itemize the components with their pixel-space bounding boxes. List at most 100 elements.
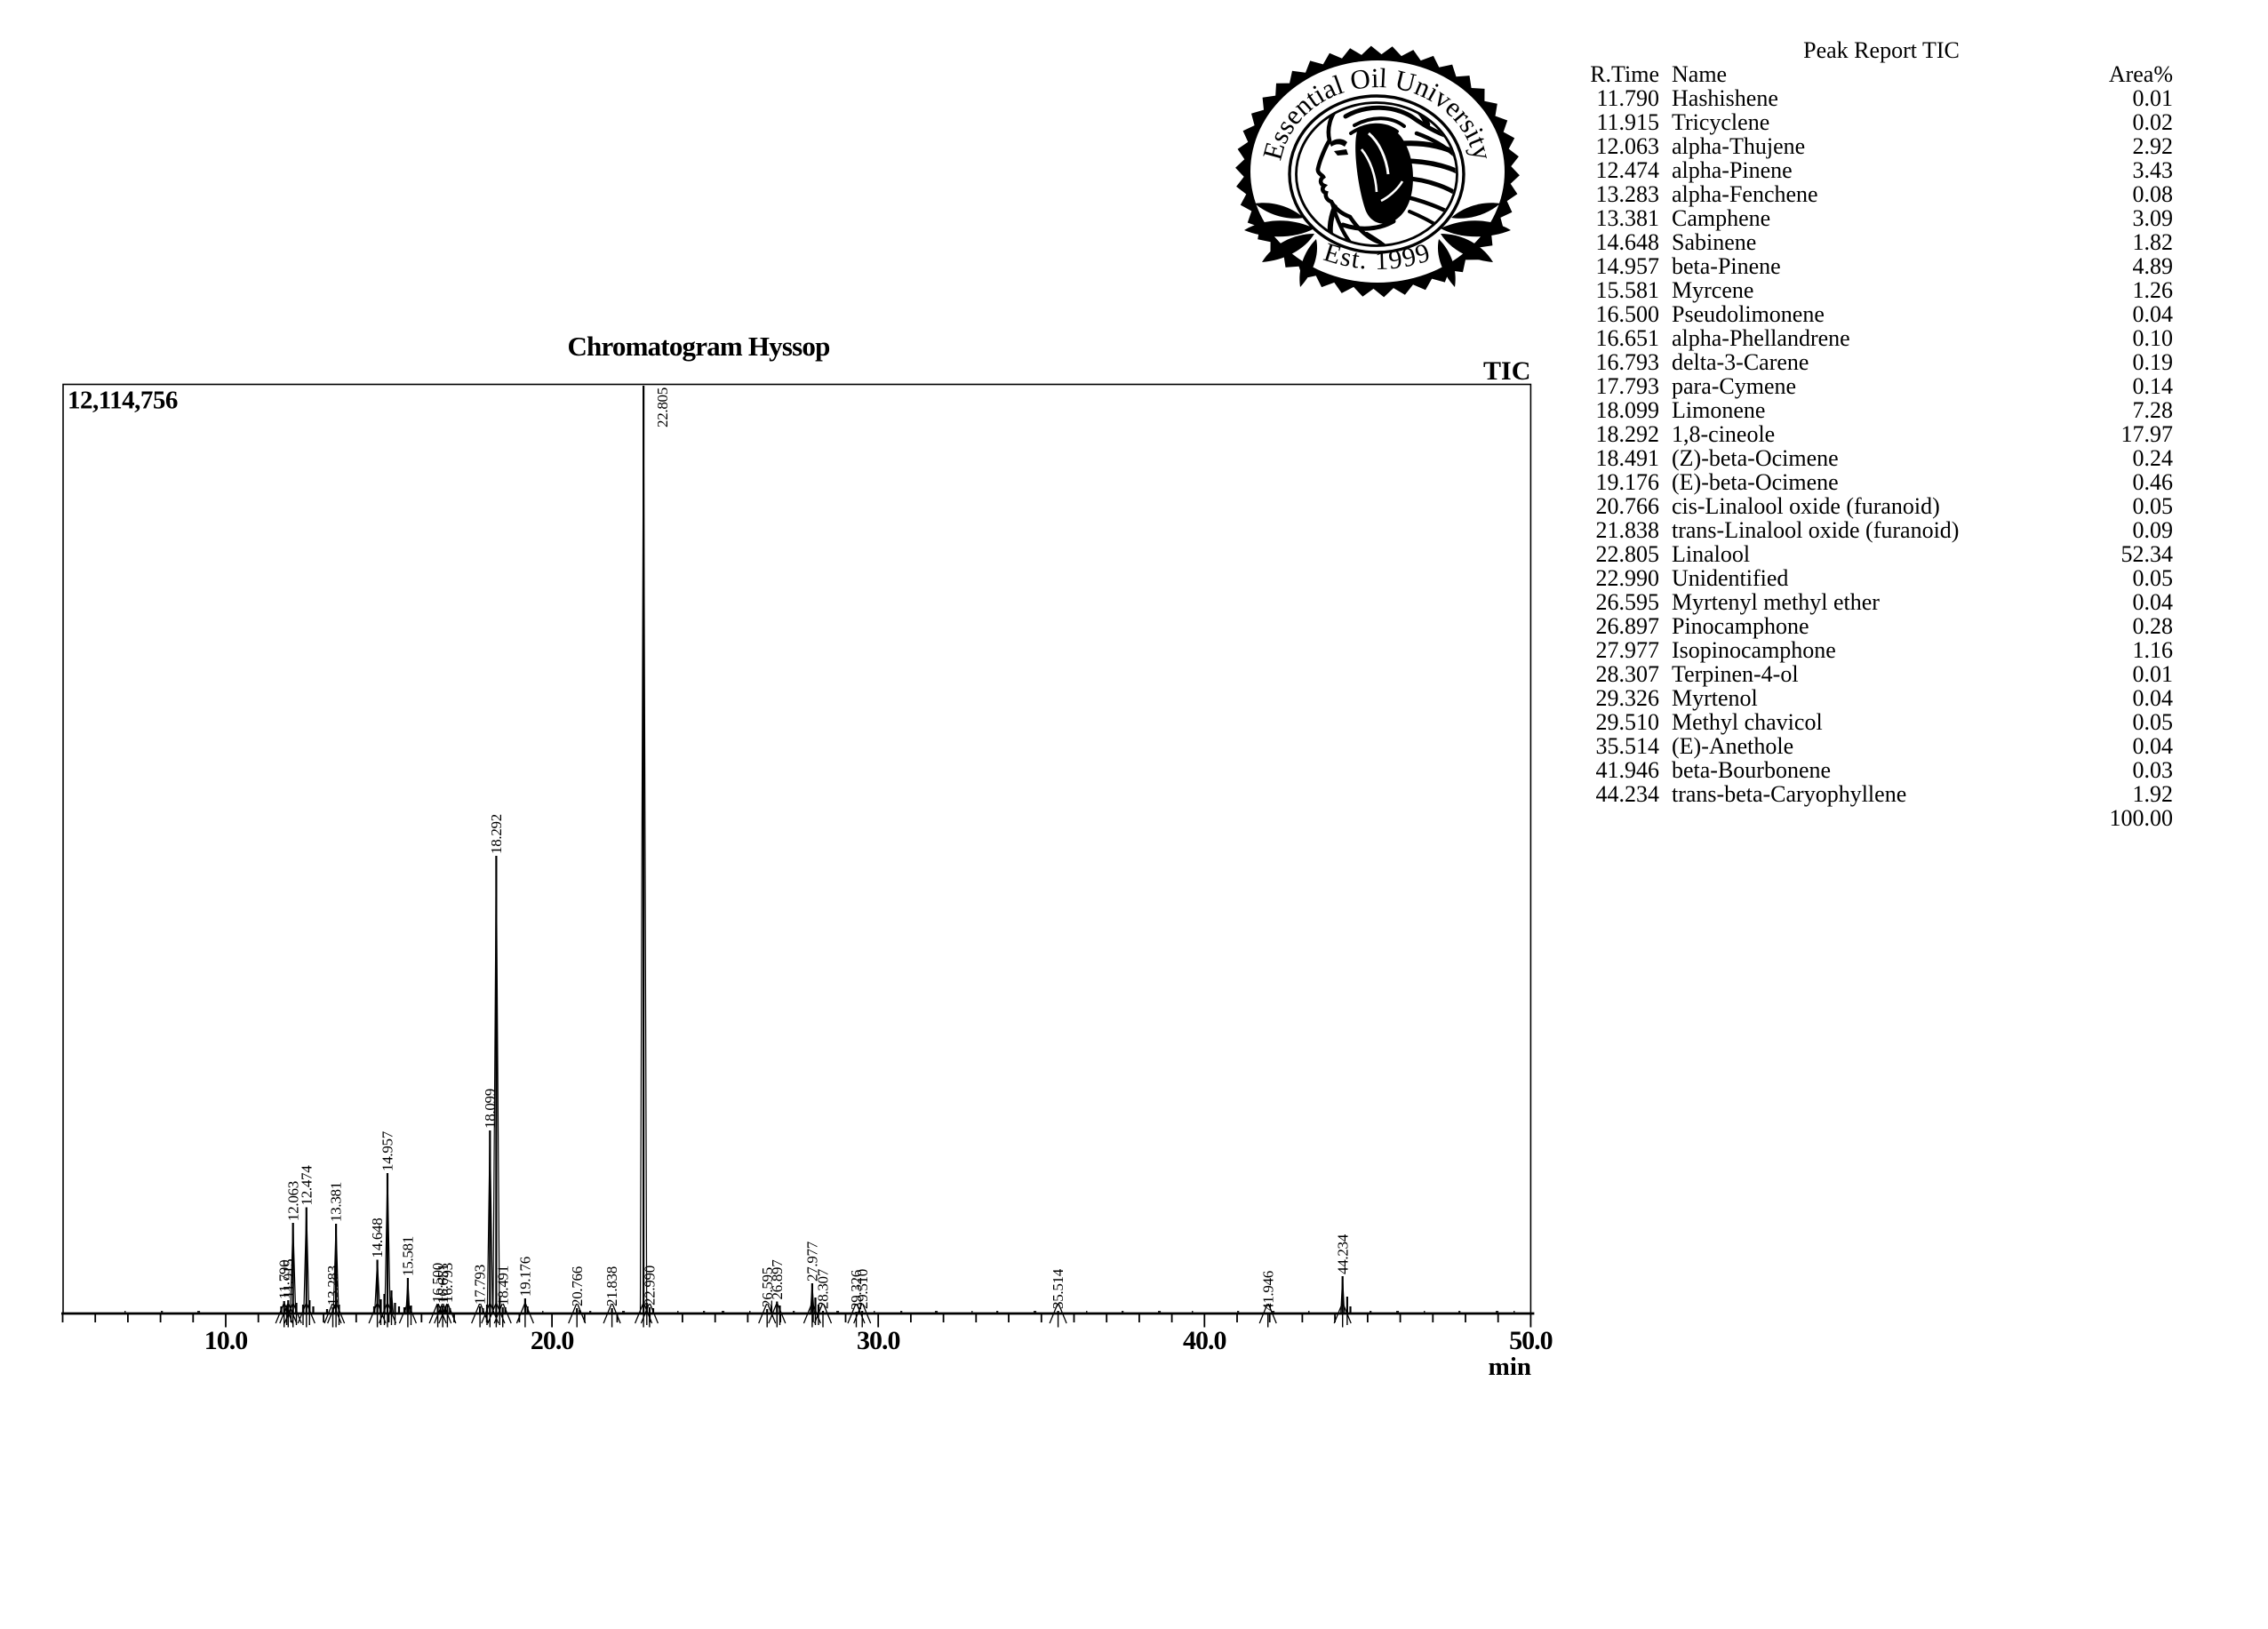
svg-text:Name: Name	[1672, 61, 1727, 87]
svg-text:44.234: 44.234	[1334, 1234, 1351, 1274]
svg-text:18.491: 18.491	[1596, 445, 1660, 471]
svg-text:26.595: 26.595	[1596, 589, 1660, 615]
svg-text:0.05: 0.05	[2133, 493, 2174, 519]
svg-text:0.05: 0.05	[2133, 565, 2174, 591]
svg-text:Terpinen-4-ol: Terpinen-4-ol	[1672, 661, 1799, 687]
svg-text:3.09: 3.09	[2133, 205, 2174, 231]
svg-text:cis-Linalool oxide (furanoid): cis-Linalool oxide (furanoid)	[1672, 493, 1940, 519]
svg-text:44.234: 44.234	[1596, 781, 1660, 807]
svg-text:26.897: 26.897	[1596, 613, 1660, 639]
svg-text:19.176: 19.176	[517, 1257, 534, 1297]
svg-text:29.510: 29.510	[1596, 709, 1660, 735]
svg-text:Myrtenyl methyl ether: Myrtenyl methyl ether	[1672, 589, 1880, 615]
svg-text:12,114,756: 12,114,756	[68, 387, 178, 415]
svg-text:52.34: 52.34	[2121, 541, 2174, 567]
svg-text:Isopinocamphone: Isopinocamphone	[1672, 637, 1836, 663]
svg-text:11.915: 11.915	[280, 1259, 297, 1298]
svg-text:27.977: 27.977	[804, 1241, 821, 1282]
svg-text:4.89: 4.89	[2133, 253, 2174, 279]
svg-text:19.176: 19.176	[1596, 469, 1660, 495]
svg-text:(E)-beta-Ocimene: (E)-beta-Ocimene	[1672, 469, 1839, 495]
svg-text:alpha-Phellandrene: alpha-Phellandrene	[1672, 325, 1850, 351]
svg-text:12.063: 12.063	[1596, 133, 1660, 159]
svg-text:(E)-Anethole: (E)-Anethole	[1672, 733, 1793, 759]
svg-text:16.651: 16.651	[1596, 325, 1660, 351]
svg-text:22.990: 22.990	[1596, 565, 1660, 591]
svg-text:1.16: 1.16	[2133, 637, 2174, 663]
svg-text:Unidentified: Unidentified	[1672, 565, 1788, 591]
svg-text:delta-3-Carene: delta-3-Carene	[1672, 349, 1809, 375]
svg-text:0.19: 0.19	[2133, 349, 2174, 375]
svg-text:26.897: 26.897	[769, 1259, 786, 1300]
svg-text:1.92: 1.92	[2133, 781, 2174, 807]
svg-text:0.01: 0.01	[2133, 85, 2174, 111]
svg-text:17.97: 17.97	[2121, 421, 2174, 447]
svg-text:12.063: 12.063	[284, 1181, 301, 1221]
svg-text:18.292: 18.292	[1596, 421, 1660, 447]
svg-text:100.00: 100.00	[2110, 805, 2174, 831]
svg-text:18.099: 18.099	[1596, 397, 1660, 423]
svg-text:0.05: 0.05	[2133, 709, 2174, 735]
svg-text:0.04: 0.04	[2133, 733, 2174, 759]
svg-text:Linalool: Linalool	[1672, 541, 1750, 567]
svg-text:3.43: 3.43	[2133, 157, 2174, 183]
svg-text:41.946: 41.946	[1259, 1271, 1276, 1311]
svg-text:17.793: 17.793	[472, 1265, 489, 1305]
svg-text:beta-Bourbonene: beta-Bourbonene	[1672, 757, 1831, 783]
svg-text:29.510: 29.510	[854, 1269, 871, 1309]
svg-text:22.805: 22.805	[1596, 541, 1660, 567]
svg-text:27.977: 27.977	[1596, 637, 1660, 663]
svg-text:12.474: 12.474	[1596, 157, 1660, 183]
svg-text:16.500: 16.500	[429, 1263, 446, 1303]
svg-text:15.581: 15.581	[1596, 277, 1660, 303]
svg-text:0.09: 0.09	[2133, 517, 2174, 543]
svg-text:0.02: 0.02	[2133, 109, 2174, 135]
svg-text:35.514: 35.514	[1596, 733, 1660, 759]
svg-text:Limonene: Limonene	[1672, 397, 1765, 423]
svg-text:2.92: 2.92	[2133, 133, 2174, 159]
svg-text:20.766: 20.766	[569, 1266, 586, 1306]
svg-text:12.474: 12.474	[298, 1165, 315, 1206]
svg-text:Peak Report TIC: Peak Report TIC	[1803, 37, 1960, 63]
svg-text:11.790: 11.790	[276, 1260, 292, 1299]
svg-text:17.793: 17.793	[1596, 373, 1660, 399]
svg-text:16.793: 16.793	[439, 1263, 456, 1303]
svg-text:(Z)-beta-Ocimene: (Z)-beta-Ocimene	[1672, 445, 1839, 471]
svg-text:35.514: 35.514	[1050, 1268, 1066, 1309]
svg-text:Tricyclene: Tricyclene	[1672, 109, 1769, 135]
svg-text:1,8-cineole: 1,8-cineole	[1672, 421, 1775, 447]
svg-text:0.14: 0.14	[2133, 373, 2174, 399]
svg-text:13.283: 13.283	[324, 1266, 341, 1306]
svg-text:min: min	[1489, 1353, 1531, 1381]
svg-text:14.648: 14.648	[369, 1218, 386, 1258]
svg-text:0.01: 0.01	[2133, 661, 2174, 687]
svg-text:1.26: 1.26	[2133, 277, 2174, 303]
svg-text:Area%: Area%	[2109, 61, 2173, 87]
svg-text:alpha-Fenchene: alpha-Fenchene	[1672, 181, 1818, 207]
svg-text:13.381: 13.381	[328, 1182, 345, 1222]
svg-text:14.957: 14.957	[1596, 253, 1660, 279]
svg-text:alpha-Pinene: alpha-Pinene	[1672, 157, 1793, 183]
svg-text:0.46: 0.46	[2133, 469, 2174, 495]
svg-text:14.648: 14.648	[1596, 229, 1660, 255]
svg-text:10.0: 10.0	[204, 1326, 248, 1355]
svg-text:Pseudolimonene: Pseudolimonene	[1672, 301, 1825, 327]
svg-text:22.990: 22.990	[642, 1266, 659, 1306]
svg-text:40.0: 40.0	[1183, 1326, 1226, 1355]
svg-text:14.957: 14.957	[379, 1130, 396, 1171]
svg-text:0.03: 0.03	[2133, 757, 2174, 783]
svg-text:21.838: 21.838	[603, 1266, 620, 1306]
svg-text:0.28: 0.28	[2133, 613, 2174, 639]
svg-text:Hashishene: Hashishene	[1672, 85, 1778, 111]
svg-text:0.10: 0.10	[2133, 325, 2174, 351]
svg-text:trans-beta-Caryophyllene: trans-beta-Caryophyllene	[1672, 781, 1906, 807]
svg-text:TIC: TIC	[1483, 356, 1530, 386]
svg-text:Pinocamphone: Pinocamphone	[1672, 613, 1809, 639]
svg-text:13.381: 13.381	[1596, 205, 1660, 231]
svg-text:13.283: 13.283	[1596, 181, 1660, 207]
svg-text:18.292: 18.292	[488, 814, 505, 854]
svg-text:para-Cymene: para-Cymene	[1672, 373, 1796, 399]
svg-text:26.595: 26.595	[759, 1267, 776, 1307]
svg-text:29.326: 29.326	[1596, 685, 1660, 711]
svg-text:Chromatogram Hyssop: Chromatogram Hyssop	[567, 331, 829, 362]
